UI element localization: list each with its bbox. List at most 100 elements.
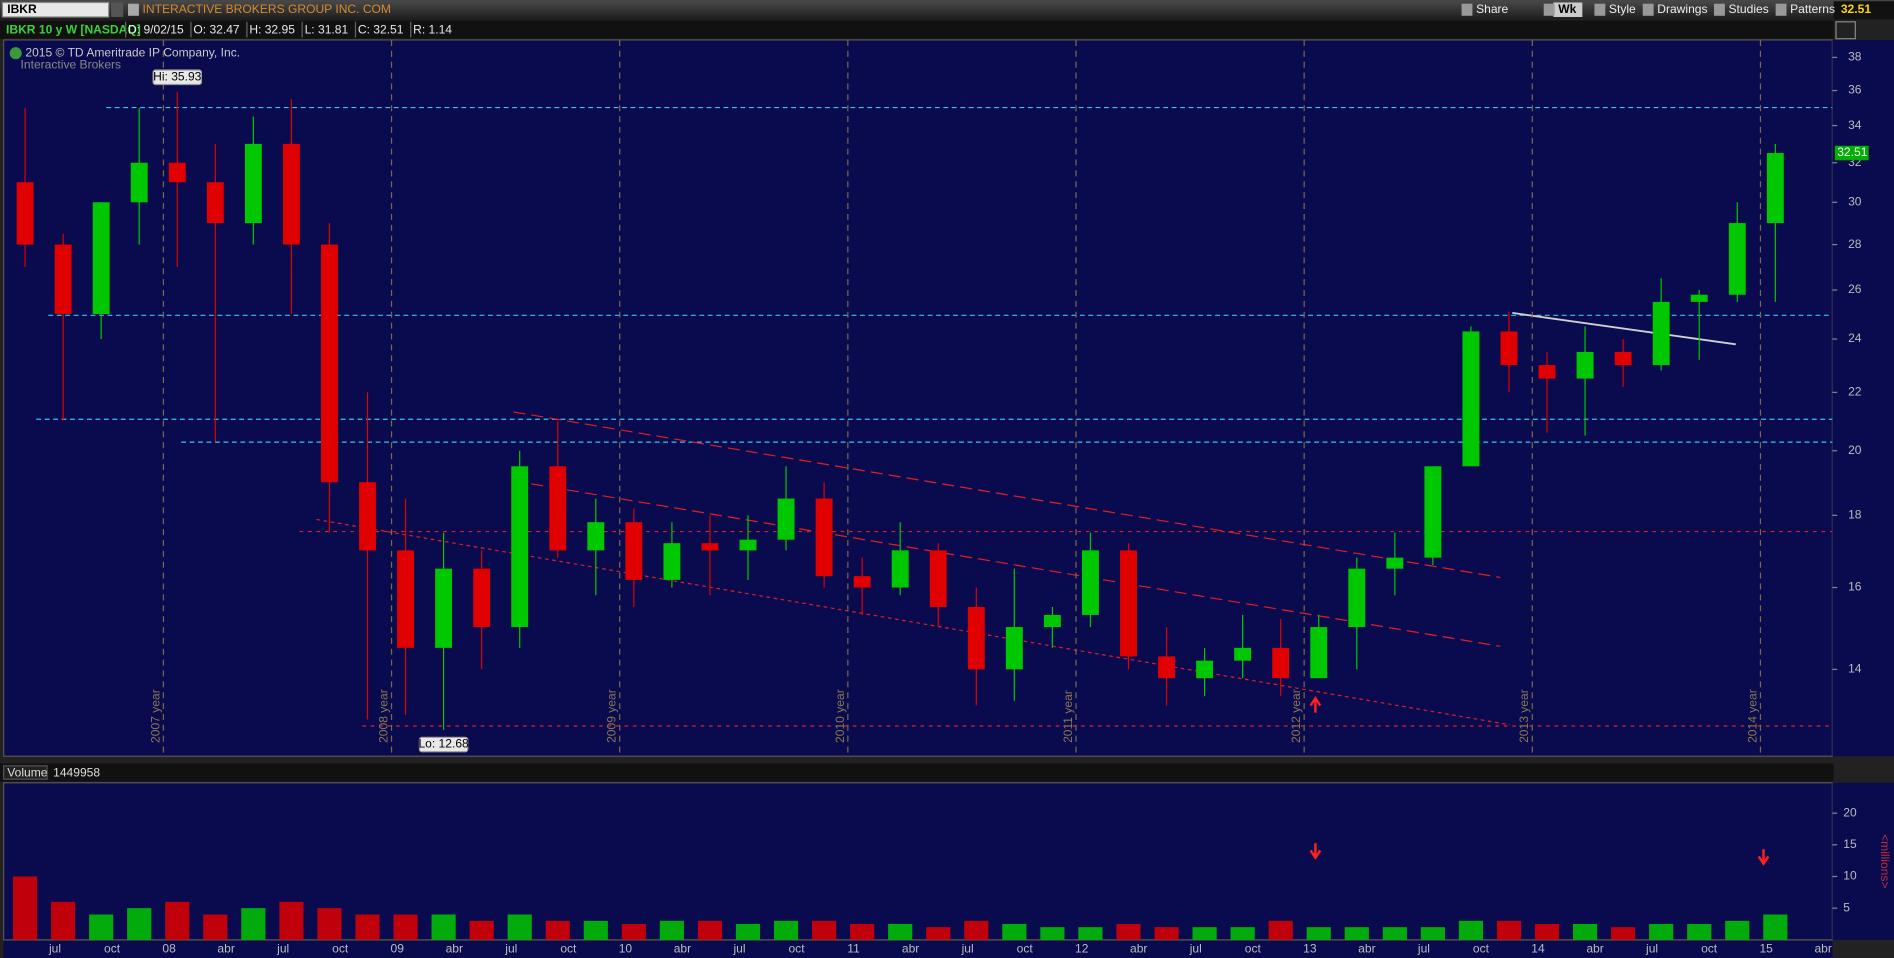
volume-title: Volume — [7, 765, 48, 779]
volume-bar — [1192, 927, 1217, 940]
volume-bar — [1268, 920, 1293, 940]
toolbar-button-box[interactable] — [1553, 2, 1583, 17]
candle-body — [1196, 660, 1214, 679]
candle-body — [1424, 466, 1442, 558]
candle-body — [1234, 647, 1252, 661]
volume-bar — [888, 923, 913, 940]
y-tick-label: 14 — [1848, 662, 1862, 676]
x-tick-label: 14 — [1531, 942, 1545, 956]
year-label: 2014 year — [1745, 689, 1759, 743]
toolbar-button[interactable]: Studies — [1729, 2, 1769, 16]
trend-line — [513, 480, 1501, 647]
toolbar-button[interactable]: Wk — [1558, 2, 1576, 16]
quote-field: L: 31.81 — [305, 22, 349, 36]
year-label: 2012 year — [1289, 689, 1303, 743]
toolbar-button[interactable]: Style — [1609, 2, 1636, 16]
volume-bar — [659, 920, 684, 940]
toolbar-icon[interactable] — [1543, 3, 1555, 16]
candle-body — [1386, 557, 1404, 569]
candle-body — [359, 482, 376, 551]
y-tick-label: 36 — [1848, 83, 1862, 97]
y-tick-label: 34 — [1848, 118, 1862, 132]
logo: Interactive Brokers — [21, 57, 122, 71]
candle-body — [1538, 365, 1556, 379]
link-icon[interactable] — [128, 3, 139, 16]
volume-bar — [1572, 923, 1598, 940]
x-tick-label: abr — [1586, 942, 1603, 956]
x-tick-label: jul — [48, 942, 61, 956]
volume-bar — [0, 763, 1834, 782]
volume-panel — [3, 782, 1834, 941]
candle-body — [1120, 550, 1137, 657]
toolbar-icon[interactable] — [1594, 3, 1606, 16]
candle-body — [663, 543, 681, 580]
candle-body — [777, 498, 795, 540]
year-label: 2011 year — [1061, 690, 1075, 743]
candle-body — [929, 550, 947, 607]
quote-field: C: 32.51 — [358, 22, 404, 36]
x-tick-label: oct — [1701, 942, 1718, 956]
y-tick-label: 26 — [1848, 282, 1862, 296]
time-axis — [3, 941, 1833, 958]
annotation-box — [418, 736, 469, 753]
volume-bar — [1725, 920, 1750, 940]
y-tick-label: 10 — [1843, 869, 1857, 883]
toolbar-icon[interactable] — [1461, 3, 1473, 16]
x-tick-label: oct — [104, 942, 121, 956]
candle-body — [1043, 614, 1061, 628]
toolbar-icon[interactable] — [1714, 3, 1725, 16]
company-name: INTERACTIVE BROKERS GROUP INC. COM — [143, 2, 391, 16]
symbol-box[interactable] — [1, 1, 110, 18]
expand-button[interactable] — [1835, 21, 1856, 40]
annotation: Lo: 12.68 — [418, 737, 469, 751]
volume-bar — [355, 914, 380, 940]
volume-bar — [812, 920, 837, 940]
volume-bar — [165, 901, 190, 940]
volume-bar — [241, 908, 266, 940]
y-tick-label: 20 — [1843, 805, 1857, 819]
toolbar-button[interactable]: Patterns — [1790, 2, 1835, 16]
toolbar-icon[interactable] — [1642, 3, 1654, 16]
volume-bar — [621, 923, 646, 940]
volume-bar — [1382, 927, 1407, 940]
candle-body — [168, 162, 186, 183]
x-tick-label: oct — [1017, 942, 1034, 956]
year-label: 2009 year — [605, 689, 619, 743]
toolbar-icon[interactable] — [1775, 3, 1787, 16]
volume-bar — [507, 914, 532, 940]
volume-bar — [393, 914, 418, 940]
info-icon[interactable] — [9, 47, 22, 60]
last-price-tag-label: 32.51 — [1837, 145, 1867, 159]
volume-bar — [1687, 923, 1712, 940]
volume-bar — [1458, 920, 1484, 940]
symbol-dropdown[interactable] — [111, 2, 124, 17]
y-tick-label: 20 — [1848, 443, 1862, 457]
y-tick-label: 28 — [1848, 237, 1862, 251]
x-tick-label: 12 — [1075, 942, 1089, 956]
last-price-box — [1833, 1, 1894, 20]
x-tick-label: 15 — [1759, 942, 1773, 956]
toolbar-button[interactable]: Drawings — [1657, 2, 1707, 16]
y-tick-label: 16 — [1848, 580, 1862, 594]
volume-bar — [1078, 927, 1103, 940]
quote-field: O: 32.47 — [193, 22, 240, 36]
toolbar — [0, 0, 1894, 20]
x-tick-label: oct — [1245, 942, 1262, 956]
volume-bar — [773, 920, 799, 940]
last-price: 32.51 — [1841, 2, 1871, 16]
quote-field: H: 32.95 — [249, 22, 295, 36]
volume-bar — [1154, 927, 1179, 940]
year-label: 2013 year — [1517, 689, 1531, 743]
volume-value: 1449958 — [53, 765, 100, 779]
volume-bar — [317, 908, 342, 940]
volume-bar — [1230, 927, 1255, 940]
year-label: 2007 year — [148, 689, 162, 743]
candle-body — [1310, 627, 1328, 679]
volume-bar — [279, 901, 304, 940]
volume-bar — [926, 927, 951, 940]
toolbar-button[interactable]: Share — [1476, 2, 1508, 16]
candle-body — [16, 182, 34, 245]
candle-body — [739, 539, 757, 551]
